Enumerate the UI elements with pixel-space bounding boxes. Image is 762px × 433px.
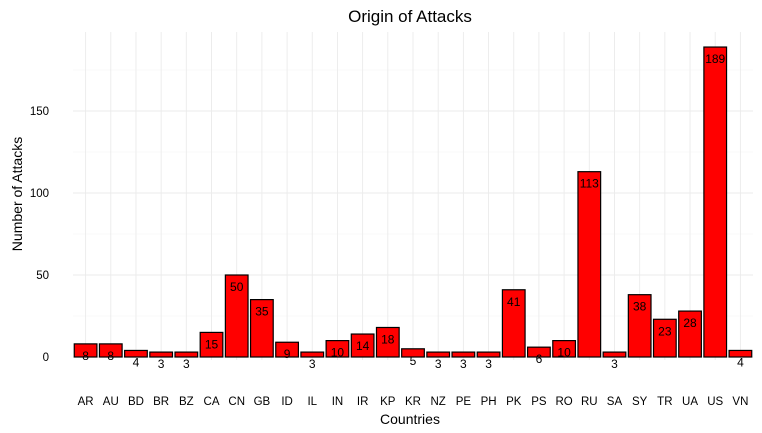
data-label-bd: 4 [133, 355, 140, 369]
data-labels: 8 8 4 3 3 15 50 35 9 3 10 14 18 5 3 3 3 41 6 10 113 3 38 23 28 18… [82, 52, 744, 371]
bar-cn [224, 274, 249, 358]
bar-ph [476, 351, 501, 358]
bar-pk [501, 289, 526, 358]
data-label-ir: 14 [356, 339, 370, 353]
data-label-pk: 41 [507, 295, 521, 309]
data-label-kp: 18 [381, 332, 395, 346]
bar-id [275, 341, 300, 358]
x-tick-label: US [707, 396, 723, 408]
x-tick-label: BR [153, 396, 169, 408]
x-tick-label: IN [332, 396, 344, 408]
data-label-sa: 3 [611, 357, 618, 371]
data-label-gb: 35 [255, 305, 269, 319]
bars [73, 46, 753, 358]
x-tick-label: GB [254, 396, 271, 408]
x-tick-label: ID [281, 396, 293, 408]
y-tick-label: 0 [43, 352, 49, 364]
data-label-id: 9 [284, 347, 291, 361]
x-tick-label: TR [657, 396, 672, 408]
x-tick-label: VN [732, 396, 748, 408]
x-tick-label: SA [607, 396, 623, 408]
bar-bz [174, 351, 199, 358]
data-label-sy: 38 [633, 300, 647, 314]
x-tick-label: RO [555, 396, 572, 408]
bar-pe [451, 351, 476, 358]
x-tick-label: PE [456, 396, 472, 408]
bar-tr [652, 318, 677, 358]
x-tick-label: SY [632, 396, 648, 408]
bar-kp [375, 326, 400, 358]
bar-il [300, 351, 325, 358]
x-tick-label: AU [103, 396, 119, 408]
x-tick-label: IR [357, 396, 369, 408]
bar-bd [124, 349, 148, 358]
chart-title: Origin of Attacks [348, 7, 472, 26]
bar-kr [401, 348, 425, 358]
x-tick-label: NZ [431, 396, 446, 408]
y-tick-label: 100 [30, 188, 49, 200]
data-label-il: 3 [309, 357, 316, 371]
x-tick-label: CN [228, 396, 245, 408]
x-tick-label: CA [204, 396, 220, 408]
x-tick-label: KR [405, 396, 421, 408]
bar-ca [199, 331, 224, 358]
data-label-bz: 3 [183, 357, 190, 371]
bar-us [703, 46, 728, 358]
y-axis-title: Number of Attacks [9, 137, 25, 251]
data-label-ar: 8 [82, 349, 89, 363]
bar-ru [577, 171, 602, 358]
x-axis-ticks: AR AU BD BR BZ CA CN GB ID IL IN IR KP KR NZ PE PH PK PS RO… [78, 396, 749, 408]
x-tick-label: PK [506, 396, 522, 408]
bar-ua [678, 310, 702, 358]
x-axis-title: Countries [380, 411, 440, 427]
x-tick-label: IL [307, 396, 317, 408]
data-label-au: 8 [107, 349, 114, 363]
x-tick-label: BZ [179, 396, 194, 408]
bar-ro [552, 340, 577, 358]
data-label-pe: 3 [460, 357, 467, 371]
y-tick-label: 50 [36, 270, 49, 282]
data-label-nz: 3 [435, 357, 442, 371]
bar-vn [728, 349, 753, 358]
data-label-ca: 15 [205, 337, 219, 351]
bar-au [98, 343, 123, 358]
bar-in [325, 340, 350, 358]
data-label-ru: 113 [580, 177, 599, 191]
bar-ps [526, 346, 551, 358]
data-label-br: 3 [158, 357, 165, 371]
x-tick-label: PS [531, 396, 547, 408]
x-tick-label: PH [481, 396, 497, 408]
data-label-ps: 6 [536, 352, 543, 366]
x-tick-label: KP [380, 396, 396, 408]
y-tick-label: 150 [30, 106, 49, 118]
bar-gb [249, 299, 274, 358]
data-label-kr: 5 [410, 354, 417, 368]
bar-ar [73, 343, 98, 358]
bar-sa [602, 351, 627, 358]
data-label-tr: 23 [658, 324, 672, 338]
data-label-ro: 10 [557, 346, 571, 360]
data-label-vn: 4 [737, 355, 744, 369]
data-label-ph: 3 [485, 357, 492, 371]
data-label-ua: 28 [683, 316, 697, 330]
data-label-us: 189 [705, 52, 725, 66]
bar-sy [627, 294, 652, 358]
bar-nz [426, 351, 451, 358]
x-tick-label: UA [682, 396, 698, 408]
x-tick-label: RU [581, 396, 598, 408]
bar-ir [350, 333, 375, 358]
data-label-cn: 50 [230, 280, 244, 294]
data-label-in: 10 [331, 346, 345, 360]
x-tick-label: AR [78, 396, 94, 408]
x-tick-label: BD [128, 396, 144, 408]
bar-br [149, 351, 174, 358]
y-axis-ticks: 0 50 100 150 [30, 106, 49, 364]
